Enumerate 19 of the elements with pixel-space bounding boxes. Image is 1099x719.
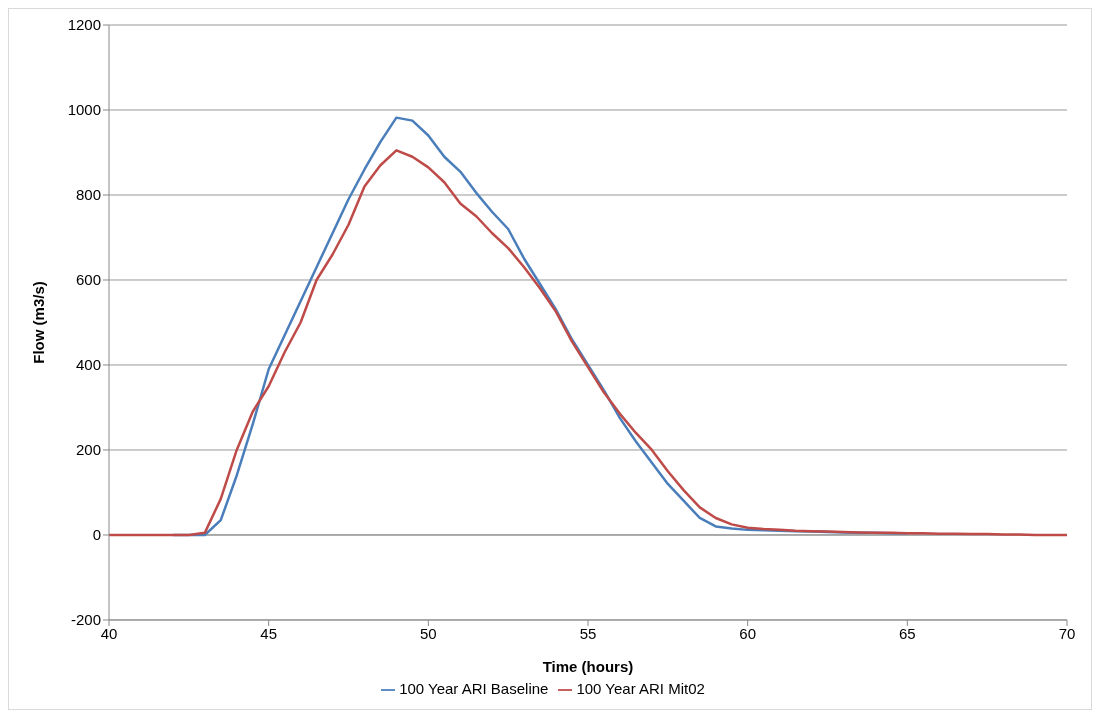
y-tick-label: 600 xyxy=(75,271,101,289)
x-tick-label: 40 xyxy=(100,624,118,642)
y-tick-label: 800 xyxy=(75,186,101,204)
x-tick-label: 55 xyxy=(579,624,597,642)
x-tick-label: 70 xyxy=(1058,624,1076,642)
x-tick-label: 65 xyxy=(898,624,916,642)
y-tick-label: 1200 xyxy=(67,16,101,34)
y-tick-label: 0 xyxy=(92,526,101,544)
legend-label: 100 Year ARI Baseline xyxy=(399,679,549,697)
y-tick-label: 400 xyxy=(75,356,101,374)
x-tick-label: 45 xyxy=(260,624,278,642)
x-axis-title: Time (hours) xyxy=(542,657,634,675)
y-tick-label: 1000 xyxy=(67,101,101,119)
y-tick-label: 200 xyxy=(75,441,101,459)
y-axis-title: Flow (m3/s) xyxy=(30,281,48,364)
y-tick-label: -200 xyxy=(70,611,101,629)
legend-label: 100 Year ARI Mit02 xyxy=(576,679,705,697)
x-tick-label: 50 xyxy=(419,624,437,642)
x-tick-label: 60 xyxy=(739,624,757,642)
